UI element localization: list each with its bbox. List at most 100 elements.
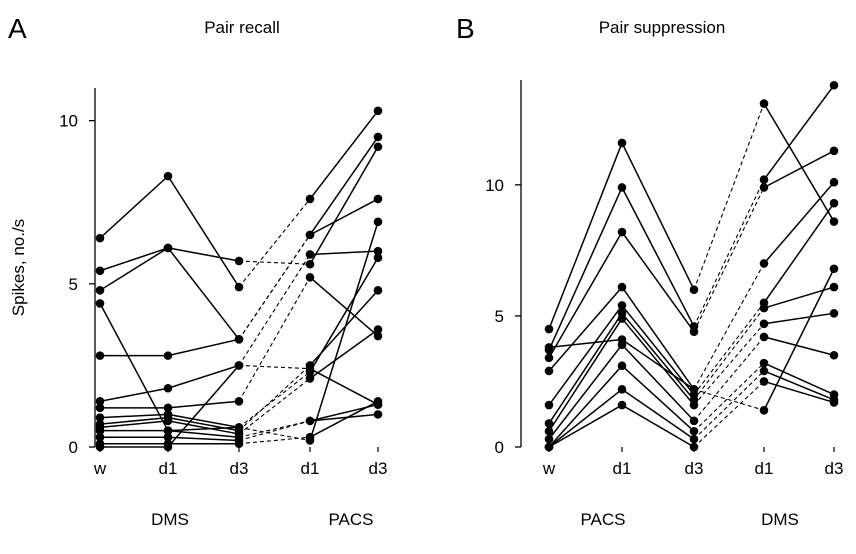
data-point [305, 416, 315, 426]
data-point [163, 171, 173, 181]
series-segment [548, 312, 623, 424]
data-point [305, 250, 315, 259]
series [95, 132, 383, 344]
y-tick-label: 10 [59, 112, 78, 131]
x-tick-label: w [542, 459, 556, 478]
series-segment-dashed [238, 420, 311, 438]
data-point [163, 416, 173, 426]
series-segment-dashed [693, 381, 765, 448]
series-segment [309, 413, 379, 422]
series [95, 325, 383, 439]
x-tick-label: w [93, 459, 107, 478]
series-segment [309, 400, 379, 438]
series-segment [621, 338, 695, 390]
group-label: DMS [151, 510, 189, 529]
series-segment [548, 142, 623, 330]
series-segment [548, 231, 623, 359]
data-point [163, 426, 173, 435]
data-point [544, 366, 554, 376]
data-point [829, 80, 839, 90]
data-point [373, 400, 383, 409]
data-point [689, 416, 699, 426]
data-point [759, 259, 769, 268]
series-segment-dashed [693, 370, 765, 440]
panel-letter: B [456, 13, 475, 44]
x-tick-label: d3 [230, 459, 249, 478]
x-tick-label: d1 [613, 459, 632, 478]
series-segment [309, 110, 379, 200]
data-point [829, 309, 839, 318]
data-point [95, 266, 105, 276]
series-segment [621, 142, 695, 291]
data-point [305, 272, 315, 282]
data-point [163, 243, 173, 253]
data-point [544, 400, 554, 410]
series [544, 99, 839, 334]
data-point [829, 198, 839, 208]
data-point [234, 335, 244, 344]
data-point [759, 175, 769, 184]
data-point [544, 353, 554, 363]
data-point [617, 385, 627, 394]
data-point [373, 194, 383, 204]
series-segment [167, 420, 240, 435]
data-point [617, 314, 627, 323]
series [544, 264, 839, 415]
series-segment [621, 187, 695, 327]
data-point [617, 400, 627, 410]
data-point [829, 264, 839, 274]
data-point [373, 286, 383, 295]
x-tick-label: d3 [825, 459, 844, 478]
panel-title: Pair recall [204, 18, 280, 37]
data-point [544, 426, 554, 436]
series-segment [621, 304, 695, 396]
data-point [234, 397, 244, 406]
data-point [234, 439, 244, 449]
data-point [544, 442, 554, 452]
data-point [305, 194, 315, 204]
series-segment [621, 404, 695, 448]
series-segment [309, 276, 379, 337]
data-point [95, 351, 105, 360]
series-segment-dashed [238, 420, 311, 442]
x-tick-label: d1 [301, 459, 320, 478]
series-segment [548, 344, 623, 440]
series-segment-dashed [238, 436, 311, 445]
series-segment-dashed [693, 323, 765, 406]
series-segment [621, 344, 695, 422]
series-segment [167, 436, 240, 442]
y-tick-label: 5 [495, 307, 504, 326]
series [95, 106, 383, 292]
series-segment [763, 103, 835, 222]
data-point [305, 374, 315, 383]
data-point [95, 286, 105, 295]
series-segment [763, 181, 835, 264]
data-point [544, 419, 554, 428]
series-segment [167, 175, 240, 288]
x-tick-label: d3 [369, 459, 388, 478]
series-segment [99, 303, 169, 432]
data-point [305, 259, 315, 269]
y-tick-label: 0 [69, 438, 78, 457]
data-point [759, 377, 769, 386]
panel-letter: A [8, 13, 27, 44]
data-point [163, 442, 173, 452]
series-segment [309, 328, 379, 380]
series-segment [763, 84, 835, 181]
data-point [373, 106, 383, 116]
data-point [373, 132, 383, 142]
series [544, 198, 839, 410]
series-segment [548, 304, 623, 406]
series-segment [167, 364, 240, 448]
data-point [829, 350, 839, 360]
series-segment [548, 338, 623, 349]
data-point [373, 142, 383, 152]
series-segment [167, 429, 240, 438]
data-point [759, 366, 769, 376]
series-segment-dashed [693, 187, 765, 332]
series-segment [548, 404, 623, 448]
data-point [234, 282, 244, 292]
series-segment-dashed [693, 362, 765, 432]
x-tick-label: d3 [685, 459, 704, 478]
